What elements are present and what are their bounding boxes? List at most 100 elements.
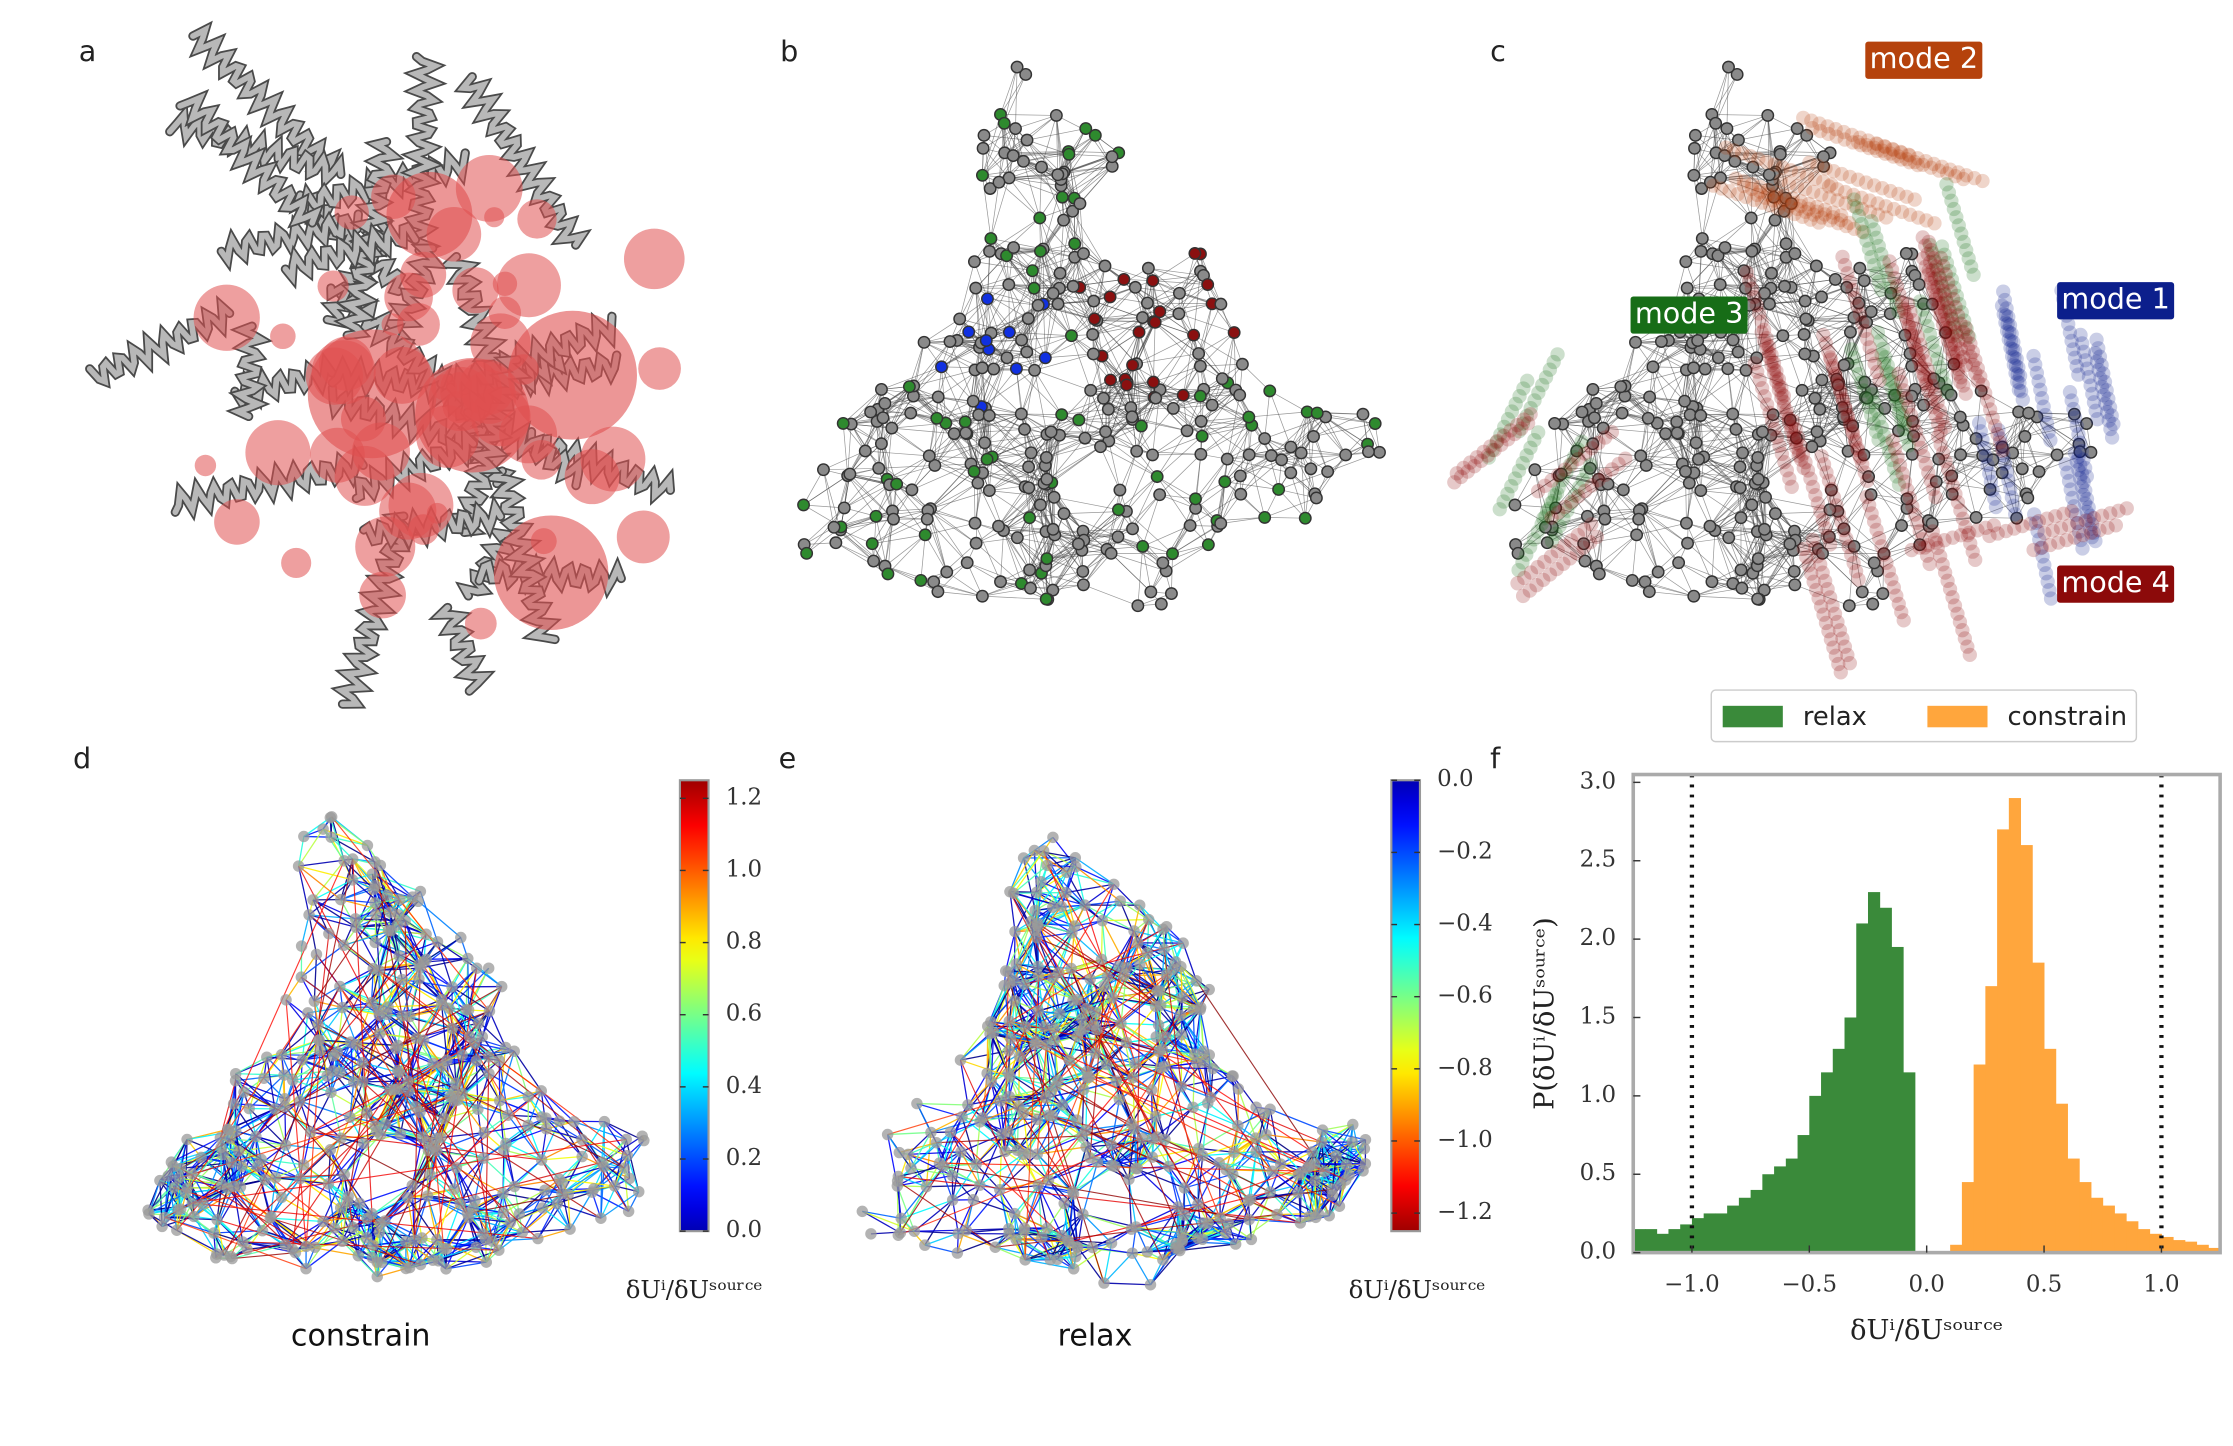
network-edge [1054,496,1119,511]
network-node [1016,154,1030,168]
network-node [1022,460,1036,474]
network-node [1756,425,1769,439]
network-edge [1224,425,1253,482]
network-edge [1126,476,1158,512]
network-node [1809,259,1823,273]
network-node [1899,247,1913,260]
network-node [1646,360,1660,374]
network-node [1768,213,1782,227]
network-node [1654,335,1668,348]
network-node [1528,463,1542,477]
network-node [1694,244,1708,258]
pocket-blob [245,420,311,486]
network-node [966,394,980,408]
network-node [875,382,888,396]
network-node [1111,530,1125,544]
network-edge [941,347,980,368]
network-edge [1034,370,1048,435]
network-node [1242,448,1256,462]
network-node [1356,407,1370,421]
network-node [1215,372,1229,386]
network-node [1131,599,1145,613]
network-edge [1248,454,1266,518]
network-node [1689,436,1703,450]
network-edge [926,518,968,563]
network-edge [1808,320,1851,333]
pocket-blob [381,313,404,336]
panel-label: f [1490,741,1501,775]
network-node [1765,266,1778,280]
network-edge [1108,440,1158,477]
network-node [1788,247,1802,261]
network-node [1736,446,1749,460]
network-node [1055,408,1069,422]
ribbon [166,107,344,187]
network-node [1321,465,1335,479]
network-node [1779,237,1793,251]
network-node [987,362,1001,376]
network-node [1057,213,1071,227]
network-edge [1290,416,1326,448]
network-node [1713,278,1727,292]
network-node [976,141,990,155]
network-edge [1136,363,1142,427]
network-node [1002,278,1016,292]
network-node [1192,347,1206,361]
network-node [982,484,996,498]
network-node [817,463,830,477]
network-edge [1226,425,1253,460]
network-node [1694,409,1708,422]
network-edge [896,455,930,485]
network-node [836,416,850,430]
network-edge [1136,353,1199,365]
network-edge [1638,482,1690,520]
network-edge [1000,66,1018,115]
network-edge [1000,74,1027,115]
pocket-blob [616,510,670,564]
network [142,811,650,1283]
network-node [2015,462,2029,476]
network-edge [982,595,1048,600]
network-edge [823,469,841,531]
network-edge [1026,335,1072,353]
network-edge [1094,311,1160,320]
network-edge [1152,435,1203,456]
network-edge [1057,257,1076,305]
network-node [1508,498,1522,512]
panel-label: c [1490,34,1506,68]
network-edge [1034,369,1091,391]
network-node [1729,422,1743,436]
ribbon [190,24,339,170]
network-node [1104,546,1118,560]
network-node [1548,416,1562,430]
network-edge [1227,332,1235,383]
network-edge [1104,265,1153,282]
network-node [1705,575,1719,589]
network-edge [1063,220,1076,258]
network-node [1040,472,1054,486]
network-edge [1152,275,1204,282]
network-node [1798,347,1812,361]
network-node [1718,241,1732,254]
network-edge [1110,331,1140,381]
network-node [1688,141,1701,155]
network-edge [281,1054,334,1057]
network-node [827,520,841,534]
network-node [1810,425,1824,439]
network-edge [1711,74,1738,115]
network-edge [1193,271,1201,336]
network-node [1758,522,1771,536]
network-edge [1016,368,1062,415]
network-edge [933,542,977,583]
pocket-blob [400,251,447,298]
network-node [992,175,1006,189]
network-edge [1039,217,1075,258]
network-edge [1041,115,1057,168]
network-node [975,589,989,603]
network-node [1146,274,1160,288]
network-node [1120,378,1134,392]
network-edge [1061,414,1101,447]
network-node [1086,328,1100,341]
network-node [797,498,810,512]
pocket-blob [193,284,260,351]
